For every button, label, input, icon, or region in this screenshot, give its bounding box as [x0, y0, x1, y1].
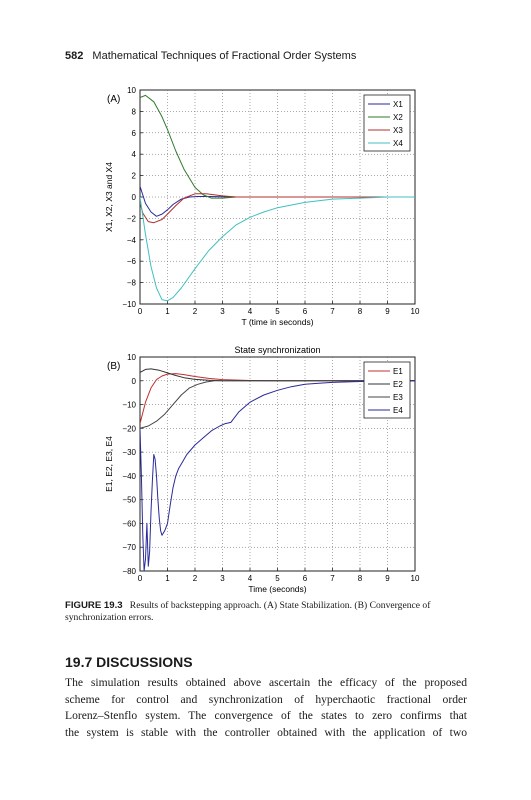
chart-b-legend-label: E1	[393, 367, 403, 376]
chart-b-x-tick-label: 1	[165, 574, 170, 583]
body-line: the system is stable with the controller…	[65, 725, 467, 739]
chart-a-y-tick-label: 6	[132, 129, 137, 138]
chart-b-x-tick-label: 7	[330, 574, 335, 583]
chart-a-y-tick-label: 10	[127, 86, 136, 95]
chart-a-y-tick-label: −8	[127, 279, 137, 288]
chart-b-y-tick-label: −10	[122, 401, 136, 410]
chart-a-y-tick-label: −6	[127, 257, 137, 266]
chart-a-y-tick-label: −4	[127, 236, 137, 245]
chart-a-legend-label: X2	[393, 113, 403, 122]
figure-caption: FIGURE 19.3 Results of backstepping appr…	[65, 600, 467, 624]
chart-a-x-tick-label: 2	[193, 307, 198, 316]
chart-b-x-tick-label: 8	[358, 574, 363, 583]
body-line: Lorenz–Stenflo system. The convergence o…	[65, 709, 467, 722]
chart-b-x-tick-label: 5	[275, 574, 280, 583]
chart-a-x-tick-label: 10	[411, 307, 420, 316]
chart-a-x-tick-label: 6	[303, 307, 308, 316]
chart-b-y-tick-label: 10	[127, 353, 136, 362]
section-title: 19.7 DISCUSSIONS	[65, 654, 193, 670]
chart-a-y-axis-label: X1, X2, X3 and X4	[104, 162, 114, 232]
running-title: Mathematical Techniques of Fractional Or…	[92, 50, 357, 62]
chart-a-y-tick-label: 2	[132, 172, 137, 181]
chart-b-x-tick-label: 2	[193, 574, 198, 583]
body-line: scheme for control and synchronization o…	[65, 692, 467, 706]
chart-a-x-tick-label: 3	[220, 307, 225, 316]
page-number: 582	[65, 50, 84, 62]
chart-a-x-tick-label: 0	[138, 307, 143, 316]
body-line: The simulation results obtained above as…	[65, 676, 467, 689]
chart-b-x-axis-label: Time (seconds)	[248, 584, 306, 594]
chart-b-x-tick-label: 10	[411, 574, 420, 583]
chart-b-panel-label: (B)	[107, 361, 120, 372]
chart-a-series-line-3	[140, 193, 415, 224]
chart-b-legend-label: E4	[393, 406, 403, 415]
chart-a-legend-label: X1	[393, 100, 403, 109]
chart-b-y-tick-label: −30	[122, 448, 136, 457]
caption-label: FIGURE 19.3	[65, 600, 123, 611]
chart-b-legend-label: E3	[393, 393, 403, 402]
chart-a-x-tick-label: 4	[248, 307, 253, 316]
chart-b-y-tick-label: −80	[122, 567, 136, 576]
chart-b-series-line-4	[140, 380, 415, 571]
chart-b-x-tick-label: 3	[220, 574, 225, 583]
running-header: 582 Mathematical Techniques of Fractiona…	[65, 50, 485, 62]
chart-b-y-tick-label: 0	[132, 377, 137, 386]
chart-a-y-tick-label: 8	[132, 107, 137, 116]
chart-a-x-tick-label: 9	[385, 307, 390, 316]
chart-b-y-tick-label: −50	[122, 496, 136, 505]
chart-a-x-axis-label: T (time in seconds)	[241, 317, 313, 327]
chart-a-x-tick-label: 7	[330, 307, 335, 316]
chart-a-y-tick-label: −10	[122, 300, 136, 309]
chart-b-x-tick-label: 0	[138, 574, 143, 583]
chart-a-x-tick-label: 5	[275, 307, 280, 316]
chart-a-y-tick-label: 4	[132, 150, 137, 159]
chart-a-x-tick-label: 1	[165, 307, 170, 316]
chart-a-y-tick-label: −2	[127, 214, 137, 223]
chart-b-y-tick-label: −70	[122, 543, 136, 552]
caption-text: Results of backstepping approach. (A) St…	[65, 600, 431, 623]
chart-a-y-tick-label: 0	[132, 193, 137, 202]
chart-a-legend-label: X4	[393, 139, 403, 148]
chart-a-x-tick-label: 8	[358, 307, 363, 316]
chart-b-x-tick-label: 4	[248, 574, 253, 583]
chart-a-series-line-4	[140, 196, 415, 302]
chart-a-panel-label: (A)	[107, 94, 120, 105]
chart-b-legend-label: E2	[393, 380, 403, 389]
chart-a-legend-label: X3	[393, 126, 403, 135]
chart-b-y-tick-label: −60	[122, 519, 136, 528]
chart-b-series-line-3	[140, 380, 415, 429]
chart-b-y-axis-label: E1, E2, E3, E4	[104, 436, 114, 492]
chart-b-y-tick-label: −40	[122, 472, 136, 481]
section-body: The simulation results obtained above as…	[65, 675, 467, 741]
chart-b-y-tick-label: −20	[122, 424, 136, 433]
chart-b-x-tick-label: 9	[385, 574, 390, 583]
chart-b-x-tick-label: 6	[303, 574, 308, 583]
chart-b-title: State synchronization	[234, 345, 320, 355]
figure-panel-a: (A) 0 1 2 3 4 5 6 7 8 9 10 10 8 6 4 2 0 −2 −4 −6 −8 −10 T (time…	[104, 86, 420, 327]
